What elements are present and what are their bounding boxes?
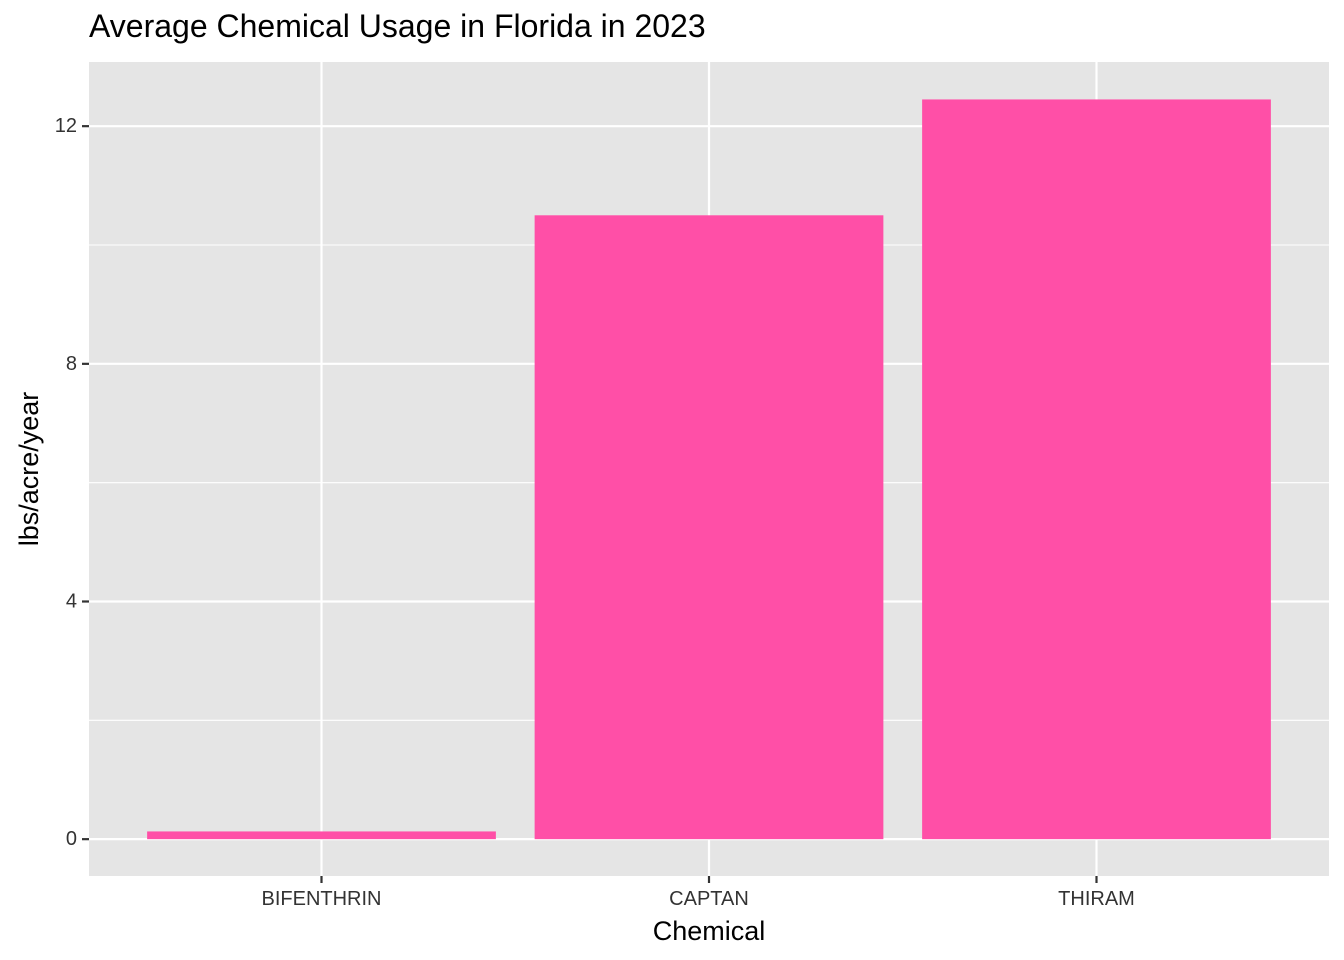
bar-bifenthrin [147,831,496,840]
x-tick-label: BIFENTHRIN [262,888,382,910]
y-axis: 0 4 8 12 [55,115,89,850]
y-tick-label: 0 [66,828,77,850]
x-axis: BIFENTHRIN CAPTAN THIRAM [262,876,1135,910]
y-tick-label: 12 [55,115,77,137]
bar-thiram [922,99,1271,840]
bar-captan [534,215,884,840]
y-tick-label: 4 [66,590,77,612]
y-axis-label: lbs/acre/year [14,392,44,547]
chart-title: Average Chemical Usage in Florida in 202… [89,8,706,44]
x-tick-label: THIRAM [1058,888,1135,910]
x-axis-label: Chemical [653,916,766,946]
x-tick-label: CAPTAN [669,888,749,910]
bars [147,99,1271,840]
y-tick-label: 8 [66,353,77,375]
